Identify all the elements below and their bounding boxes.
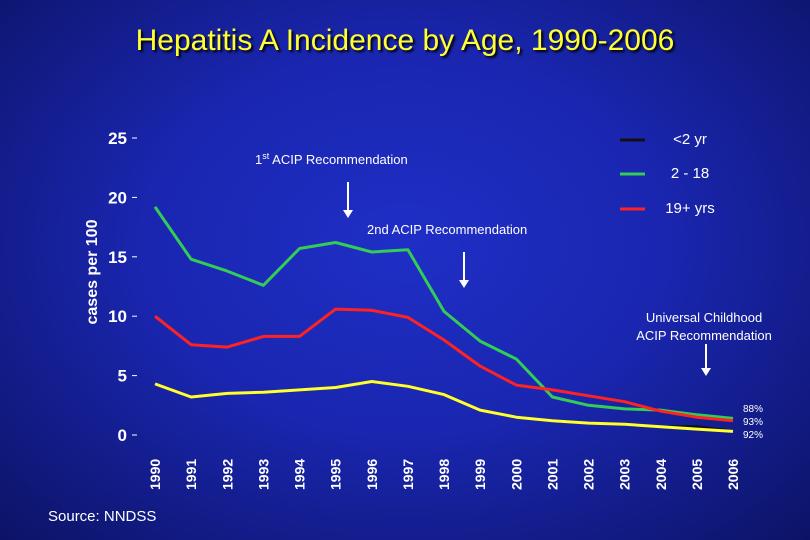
x-tick-label: 1990: [147, 459, 163, 490]
legend-label-1: <2 yr: [673, 131, 707, 148]
arrowhead-universal: [701, 368, 711, 376]
x-tick-label: 1998: [436, 459, 452, 490]
x-tick-label: 2002: [581, 459, 597, 490]
series-line-2: [153, 206, 734, 420]
annotation-universal-line1: Universal Childhood: [646, 310, 762, 325]
x-tick-label: 1996: [364, 459, 380, 490]
series-line-3: [154, 307, 734, 423]
x-tick-label: 2006: [725, 459, 741, 490]
y-tick-label: 5: [118, 367, 127, 386]
annotation-universal-line2: ACIP Recommendation: [636, 328, 772, 343]
end-percent-label: 93%: [743, 417, 763, 428]
x-tick-label: 1992: [219, 459, 235, 490]
series-line-4: [154, 380, 734, 433]
x-tick-label: 1991: [183, 459, 199, 490]
x-tick-label: 1994: [292, 459, 308, 490]
annotation-1st-acip: 1st ACIP Recommendation: [255, 151, 408, 167]
arrowhead-1st-acip: [343, 210, 353, 218]
y-tick-label: 20: [108, 188, 127, 207]
x-tick-label: 2004: [653, 459, 669, 490]
legend-label-3: 19+ yrs: [665, 200, 715, 217]
x-tick-label: 1999: [472, 459, 488, 490]
chart-title: Hepatitis A Incidence by Age, 1990-2006: [135, 24, 675, 57]
end-percent-label: 92%: [743, 430, 763, 441]
end-percent-label: 88%: [743, 404, 763, 415]
y-tick-label: 10: [108, 307, 127, 326]
x-tick-label: 1993: [255, 459, 271, 490]
annotation-2nd-acip: 2nd ACIP Recommendation: [367, 222, 527, 237]
arrowhead-2nd-acip: [459, 280, 469, 288]
x-tick-label: 2001: [544, 459, 560, 490]
x-tick-label: 2000: [508, 459, 524, 490]
y-tick-label: 0: [118, 426, 127, 445]
x-tick-label: 1995: [328, 459, 344, 490]
y-tick-label: 15: [108, 248, 127, 267]
x-tick-label: 1997: [400, 459, 416, 490]
x-tick-label: 2005: [689, 459, 705, 490]
source-note: Source: NNDSS: [48, 508, 156, 525]
x-tick-label: 2003: [617, 459, 633, 490]
legend-label-2: 2 - 18: [671, 165, 709, 182]
y-tick-label: 25: [108, 129, 127, 148]
y-axis-label: cases per 100: [84, 219, 101, 324]
